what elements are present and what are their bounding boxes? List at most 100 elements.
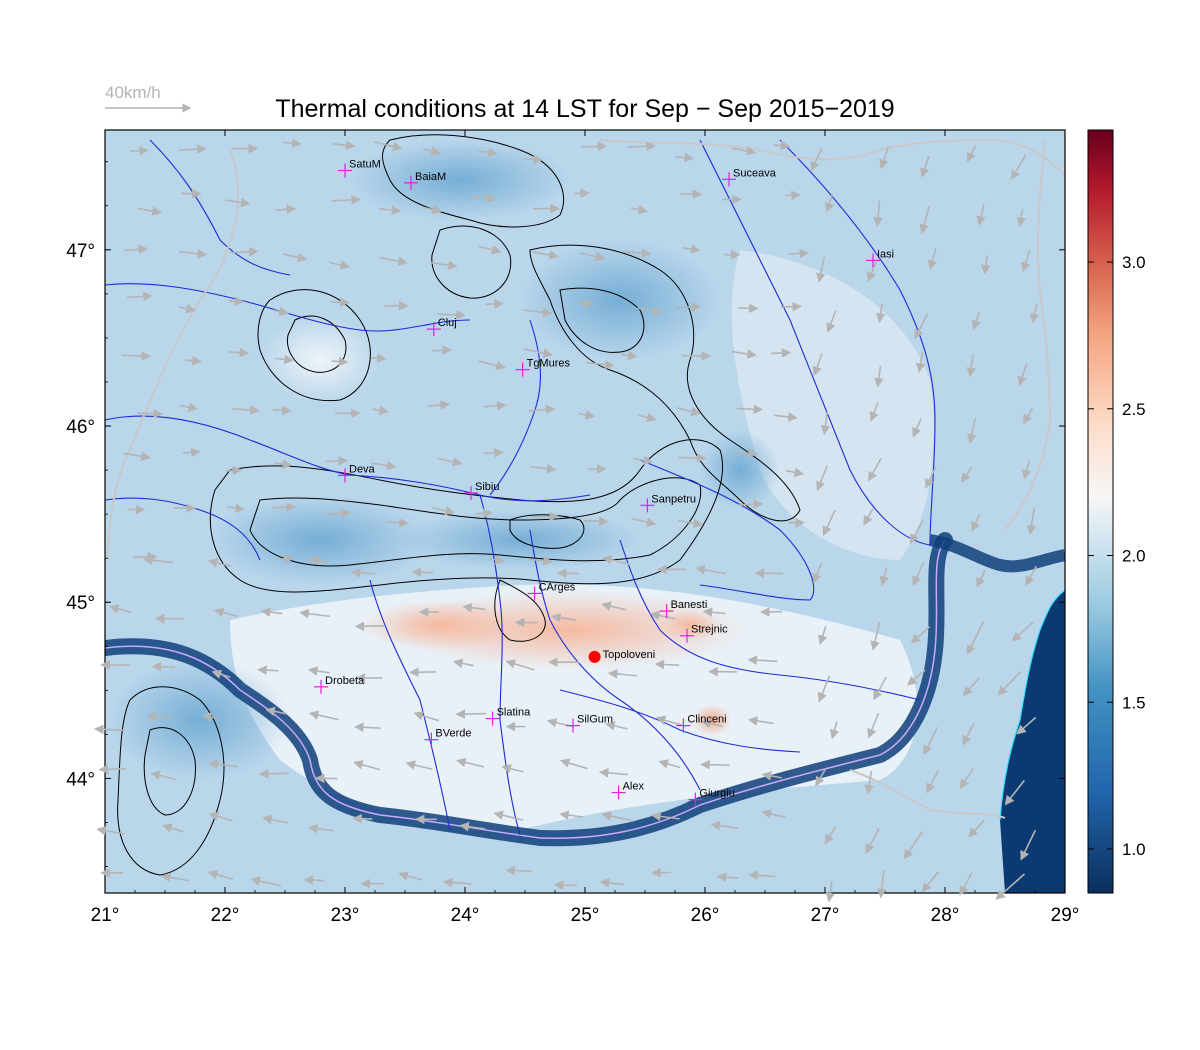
wind-arrow [160, 872, 189, 883]
cold-zone-fagaras [400, 510, 640, 570]
wind-arrow [868, 457, 882, 482]
city-marker: Slatina [485, 707, 531, 726]
wind-arrow [702, 607, 726, 617]
wind-arrow [478, 360, 506, 371]
wind-arrow [920, 155, 930, 178]
city-label: CArges [539, 581, 576, 593]
wind-arrow [927, 247, 938, 271]
wind-arrow [638, 412, 657, 423]
city-marker: Deva [338, 463, 376, 483]
wind-arrow [308, 555, 329, 565]
wind-arrow [524, 154, 543, 165]
wind-arrow [229, 347, 250, 358]
wind-arrow [580, 141, 608, 152]
wind-arrow [1026, 507, 1037, 535]
wind-arrow [824, 194, 835, 213]
wind-arrow [874, 365, 884, 388]
cold-zone-banat [210, 495, 430, 585]
wind-arrow [925, 466, 937, 489]
wind-arrow [1016, 208, 1026, 228]
wind-arrow [879, 567, 889, 587]
city-label: Banesti [671, 599, 708, 611]
wind-arrow [605, 721, 628, 731]
wind-arrow [559, 810, 584, 820]
city-label: Alex [623, 781, 645, 793]
wind-arrow [226, 465, 243, 476]
wind-arrow [598, 768, 629, 778]
wind-arrow [459, 821, 485, 832]
river-siret [699, 139, 931, 546]
wind-arrow [747, 655, 778, 665]
wind-arrow [331, 195, 361, 205]
wind-arrow [96, 825, 125, 836]
wind-arrow [528, 556, 553, 566]
black-sea [1000, 590, 1065, 893]
river-arges [529, 529, 701, 791]
contour-banat-2 [143, 727, 196, 816]
wind-arrow [716, 872, 739, 882]
wind-arrow [826, 310, 837, 333]
wind-arrow [678, 518, 704, 529]
delta-cold-band [928, 534, 1065, 573]
city-label: Suceava [733, 167, 777, 179]
coastline [999, 589, 1065, 821]
wind-arrow [1025, 565, 1038, 586]
wind-arrow [788, 248, 810, 259]
lat-tick-label: 47° [66, 241, 95, 262]
wind-arrow [870, 621, 881, 651]
wind-arrow [98, 764, 127, 775]
wind-arrow [211, 669, 231, 679]
cold-zone-east-carpathians [520, 240, 720, 360]
colorbar-tick-label: 2.5 [1122, 400, 1146, 419]
wind-arrow [631, 517, 657, 527]
wind-arrow [276, 554, 295, 564]
wind-arrow [824, 826, 837, 845]
contour-banat-1 [117, 686, 225, 876]
wind-arrow [379, 205, 402, 215]
wind-arrow [126, 291, 153, 302]
river-crisuri [149, 139, 291, 276]
wind-arrow [179, 303, 196, 314]
city-marker: TgMures [515, 358, 570, 377]
wind-arrow [919, 206, 930, 235]
national-borders [107, 138, 1065, 819]
wind-arrow [654, 659, 680, 670]
city-label: Giurgiu [699, 788, 734, 800]
wind-arrow [432, 506, 455, 516]
colorbar-frame [1087, 129, 1114, 894]
wind-arrow [873, 200, 883, 228]
wind-arrow [731, 349, 757, 359]
wind-arrow [738, 499, 764, 510]
lon-tick-label: 27° [811, 905, 840, 926]
colorbar-ticks: 1.0 1.5 2.0 2.5 3.0 [1088, 253, 1146, 859]
city-marker: Sanpetru [640, 493, 696, 513]
wind-arrow [179, 402, 199, 413]
wind-arrow [405, 760, 433, 771]
wind-arrow [736, 404, 764, 415]
wind-arrow [493, 810, 524, 822]
moldova-field [731, 250, 934, 560]
wind-arrow [488, 555, 505, 565]
wind-arrow [331, 356, 349, 367]
wind-arrow [865, 828, 880, 854]
wind-arrow [275, 354, 294, 365]
lon-tick-label: 26° [691, 905, 720, 926]
wind-arrow [93, 724, 125, 735]
wind-arrow [353, 722, 381, 733]
lat-tick-label: 44° [66, 769, 95, 790]
lat-tick-label: 46° [66, 417, 95, 438]
wind-arrow [1016, 716, 1037, 735]
wind-arrow [912, 418, 922, 438]
wind-arrow [921, 871, 940, 893]
wind-arrow [1017, 363, 1028, 387]
chart-title: Thermal conditions at 14 LST for Sep − S… [275, 95, 894, 123]
border-west [107, 149, 239, 561]
wind-arrow [816, 465, 828, 492]
wind-arrow [471, 193, 497, 204]
river-vedea [559, 689, 801, 753]
wind-arrow [909, 519, 924, 544]
wind-arrow [960, 466, 973, 483]
wind-arrow [207, 870, 234, 881]
wind-arrow [602, 555, 631, 566]
wind-arrow [452, 658, 474, 669]
